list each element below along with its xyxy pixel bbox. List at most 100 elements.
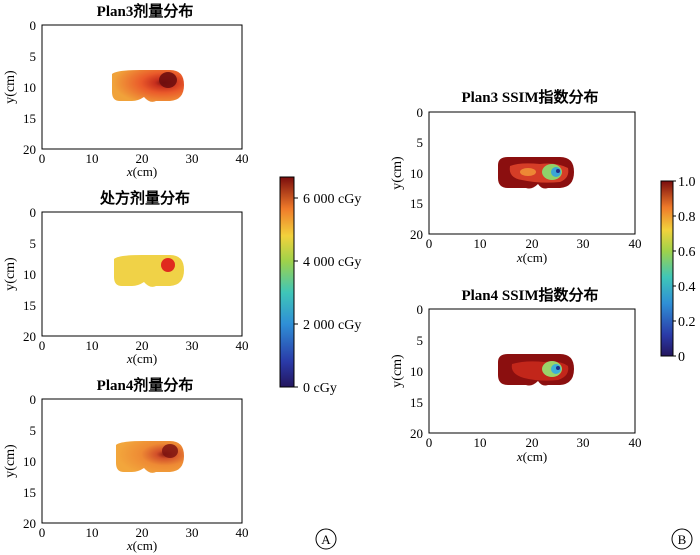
svg-text:10: 10 — [86, 338, 99, 353]
svg-text:10: 10 — [23, 454, 36, 469]
svg-text:20: 20 — [136, 525, 149, 540]
svg-text:10: 10 — [23, 80, 36, 95]
svg-text:40: 40 — [236, 151, 249, 166]
x-ticks: 0 10 20 30 40 — [39, 151, 249, 166]
svg-text:30: 30 — [186, 525, 199, 540]
svg-text:20: 20 — [136, 151, 149, 166]
svg-text:0: 0 — [417, 105, 424, 120]
y-ticks: 0 5 10 15 20 — [410, 105, 423, 242]
panel-a1-title: Plan3剂量分布 — [97, 2, 194, 20]
svg-text:30: 30 — [577, 236, 590, 251]
y-axis-label: y(cm) — [3, 257, 18, 291]
svg-text:0: 0 — [426, 435, 433, 450]
svg-text:5: 5 — [417, 135, 424, 150]
colorbar-b-tick: 0.4 — [678, 280, 696, 295]
svg-text:0: 0 — [30, 205, 37, 220]
svg-text:20: 20 — [526, 435, 539, 450]
svg-text:20: 20 — [136, 338, 149, 353]
colorbar-b-tick: 0.6 — [678, 245, 696, 260]
colorbar-b: 1.0 0.8 0.6 0.4 0.2 0 — [660, 175, 696, 365]
x-axis-label: x(cm) — [516, 449, 547, 464]
svg-text:30: 30 — [186, 151, 199, 166]
x-axis-label: x(cm) — [516, 250, 547, 265]
svg-text:10: 10 — [410, 166, 423, 181]
svg-text:10: 10 — [86, 525, 99, 540]
x-ticks: 0 10 20 30 40 — [39, 525, 249, 540]
svg-text:B: B — [678, 532, 687, 547]
svg-text:20: 20 — [23, 516, 36, 531]
svg-text:40: 40 — [629, 435, 642, 450]
x-axis-label: x(cm) — [126, 351, 157, 366]
panel-b1: Plan3 SSIM指数分布 0 10 20 30 40 0 5 10 15 2… — [390, 88, 642, 265]
x-ticks: 0 10 20 30 40 — [426, 435, 642, 450]
colorbar-a-tick: 4 000 cGy — [303, 255, 361, 270]
panel-a2: 处方剂量分布 0 10 20 30 40 0 5 10 15 20 x(cm) … — [3, 189, 249, 366]
svg-text:30: 30 — [186, 338, 199, 353]
y-axis-label: y(cm) — [3, 444, 18, 478]
svg-text:0: 0 — [426, 236, 433, 251]
x-ticks: 0 10 20 30 40 — [426, 236, 642, 251]
svg-text:15: 15 — [410, 395, 423, 410]
colorbar-a: 6 000 cGy 4 000 cGy 2 000 cGy 0 cGy — [279, 176, 361, 396]
panel-label-b: B — [671, 528, 693, 550]
svg-text:0: 0 — [417, 302, 424, 317]
panel-a3-title: Plan4剂量分布 — [97, 376, 194, 394]
svg-text:30: 30 — [577, 435, 590, 450]
svg-text:15: 15 — [23, 111, 36, 126]
x-ticks: 0 10 20 30 40 — [39, 338, 249, 353]
svg-text:5: 5 — [30, 423, 37, 438]
svg-text:15: 15 — [23, 485, 36, 500]
svg-text:20: 20 — [410, 426, 423, 441]
colorbar-b-tick: 0 — [678, 350, 685, 365]
svg-text:10: 10 — [86, 151, 99, 166]
panel-a1: Plan3剂量分布 0 10 20 30 40 0 5 10 15 20 x(c… — [3, 2, 249, 179]
dose-hotspot — [162, 444, 178, 458]
dose-hotspot — [159, 72, 177, 88]
svg-text:20: 20 — [23, 142, 36, 157]
svg-text:0: 0 — [30, 18, 37, 33]
prescription-region — [114, 255, 184, 287]
svg-text:0: 0 — [39, 151, 46, 166]
panel-b2: Plan4 SSIM指数分布 0 10 20 30 40 0 5 10 15 2… — [390, 286, 642, 464]
svg-text:10: 10 — [23, 267, 36, 282]
colorbar-a-tick: 6 000 cGy — [303, 192, 361, 207]
y-ticks: 0 5 10 15 20 — [23, 18, 36, 157]
panel-b1-title: Plan3 SSIM指数分布 — [461, 88, 598, 106]
y-ticks: 0 5 10 15 20 — [410, 302, 423, 441]
svg-text:40: 40 — [236, 525, 249, 540]
svg-text:10: 10 — [474, 236, 487, 251]
x-axis-label: x(cm) — [126, 164, 157, 179]
svg-text:5: 5 — [417, 333, 424, 348]
svg-text:15: 15 — [410, 196, 423, 211]
svg-text:0: 0 — [39, 525, 46, 540]
y-ticks: 0 5 10 15 20 — [23, 392, 36, 531]
panel-b2-title: Plan4 SSIM指数分布 — [461, 286, 598, 304]
svg-text:20: 20 — [410, 227, 423, 242]
colorbar-a-scale — [279, 176, 295, 388]
svg-text:40: 40 — [236, 338, 249, 353]
colorbar-b-tick: 0.8 — [678, 210, 696, 225]
svg-text:10: 10 — [410, 364, 423, 379]
panel-label-a: A — [315, 528, 337, 550]
colorbar-a-tick: 2 000 cGy — [303, 318, 361, 333]
svg-text:5: 5 — [30, 49, 37, 64]
svg-text:5: 5 — [30, 236, 37, 251]
panel-a2-title: 处方剂量分布 — [99, 189, 190, 207]
x-axis-label: x(cm) — [126, 538, 157, 553]
svg-text:10: 10 — [474, 435, 487, 450]
y-ticks: 0 5 10 15 20 — [23, 205, 36, 344]
colorbar-a-tick: 0 cGy — [303, 381, 337, 396]
svg-text:A: A — [321, 532, 331, 547]
y-axis-label: y(cm) — [390, 354, 405, 388]
svg-text:0: 0 — [30, 392, 37, 407]
colorbar-b-scale — [660, 180, 674, 357]
svg-text:15: 15 — [23, 298, 36, 313]
svg-text:20: 20 — [23, 329, 36, 344]
colorbar-b-tick: 0.2 — [678, 315, 696, 330]
svg-text:20: 20 — [526, 236, 539, 251]
colorbar-b-tick: 1.0 — [678, 175, 696, 190]
svg-text:40: 40 — [629, 236, 642, 251]
panel-a3: Plan4剂量分布 0 10 20 30 40 0 5 10 15 20 x(c… — [3, 376, 249, 553]
svg-text:0: 0 — [39, 338, 46, 353]
